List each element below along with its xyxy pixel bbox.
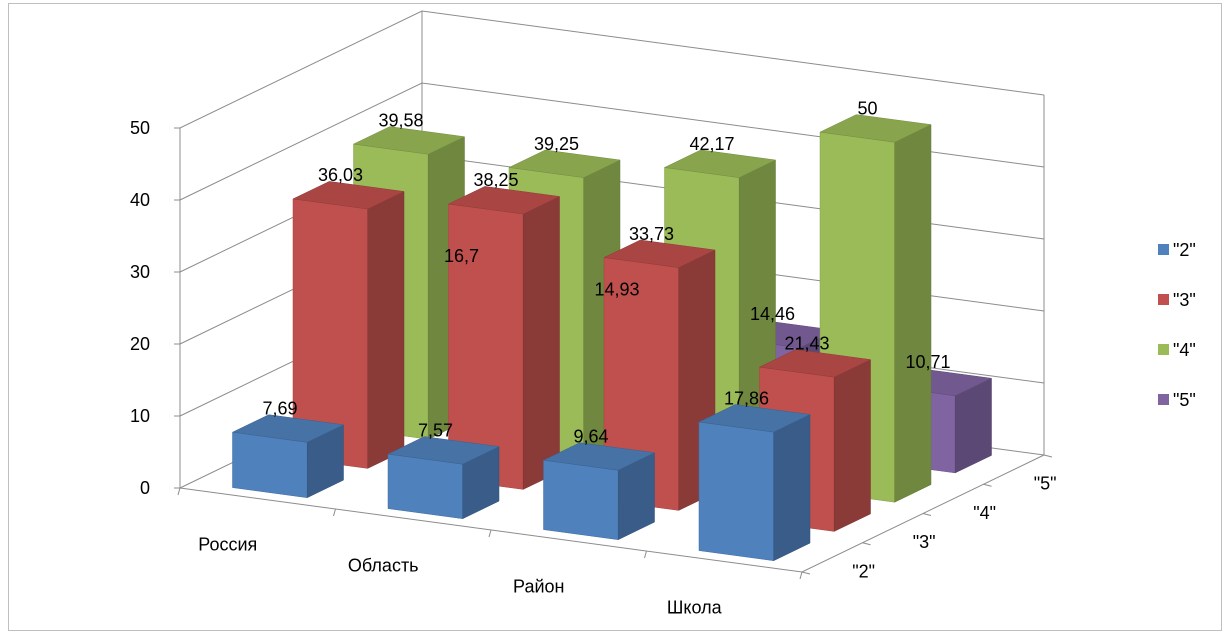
bar-top [758, 349, 872, 378]
chart-axes: 0 10 20 30 40 50 Россия Область Район Школа "2" "3"… [130, 118, 1057, 618]
y-tick-label: 10 [130, 406, 150, 426]
data-label: 7,69 [262, 399, 297, 419]
z-tick-mark [1043, 454, 1053, 458]
data-label: 36,03 [318, 165, 363, 185]
data-label: 16,7 [444, 246, 479, 266]
legend-swatch [1158, 394, 1169, 405]
bar-front [543, 459, 619, 540]
bar-top [387, 436, 500, 465]
y-tick-label: 20 [130, 334, 150, 354]
bar [603, 239, 716, 511]
bar-top [352, 126, 466, 155]
data-label: 42,17 [689, 134, 734, 154]
z-tick-mark [801, 571, 811, 575]
z-tick-mark [922, 513, 932, 516]
data-label: 9,64 [573, 427, 608, 447]
z-tick-label: "2" [852, 561, 875, 581]
z-tick-mark [862, 542, 871, 546]
y-tick-label: 0 [140, 478, 150, 498]
bar-side [367, 191, 405, 469]
bar-side [522, 196, 560, 490]
x-tick-mark [644, 550, 647, 559]
chart-data-labels: 16,7 14,93 14,46 10,71 39,58 39,25 42,17 50 36,0… [262, 98, 950, 446]
z-tick-label: "5" [1034, 474, 1057, 494]
bar-front [387, 453, 463, 519]
legend-swatch [1158, 244, 1169, 255]
legend-label: "5" [1173, 390, 1196, 410]
legend-label: "3" [1173, 290, 1196, 310]
bar-top [819, 114, 932, 143]
bar-side [773, 414, 811, 562]
data-label: 14,93 [594, 280, 639, 300]
x-tick-label: Район [513, 577, 564, 597]
x-tick-mark [177, 487, 181, 496]
x-tick-mark [488, 529, 492, 538]
bar [447, 186, 561, 490]
bar-side [894, 124, 932, 503]
z-tick-mark [983, 483, 992, 487]
chart-legend: "2" "3" "4" "5" [1158, 240, 1196, 410]
data-label: 50 [857, 98, 877, 118]
z-tick-label: "4" [973, 503, 996, 523]
data-label: 14,46 [750, 304, 795, 324]
bar [231, 414, 345, 499]
data-label: 10,71 [905, 352, 950, 372]
legend-swatch [1158, 294, 1169, 305]
data-label: 7,57 [418, 420, 453, 440]
bar-top [698, 404, 811, 433]
z-tick-label: "3" [913, 532, 936, 552]
bar-front [232, 431, 308, 498]
x-tick-label: Область [348, 556, 419, 576]
x-tick-mark [799, 571, 803, 580]
bar-top [508, 149, 621, 178]
legend-label: "4" [1173, 340, 1196, 360]
bar-side [833, 359, 871, 532]
bar [698, 404, 811, 562]
chart-bars [231, 114, 993, 562]
legend-swatch [1158, 344, 1169, 355]
bar-top [663, 149, 777, 178]
bar-top [447, 186, 561, 215]
bar-top [603, 239, 716, 268]
data-label: 21,43 [784, 333, 829, 353]
data-label: 17,86 [724, 388, 769, 408]
data-label: 39,25 [534, 134, 579, 154]
bar [387, 436, 500, 520]
y-tick-label: 30 [130, 262, 150, 282]
bar-top [231, 414, 345, 443]
bar-top [542, 442, 656, 471]
bar-front [698, 421, 774, 561]
x-tick-label: Россия [198, 535, 257, 555]
bar [292, 181, 405, 469]
y-tick-label: 50 [130, 118, 150, 138]
data-label: 39,58 [378, 110, 423, 130]
bar-top [292, 181, 405, 210]
x-tick-mark [333, 508, 336, 517]
y-tick-label: 40 [130, 190, 150, 210]
legend-label: "2" [1173, 240, 1196, 260]
data-label: 38,25 [473, 170, 518, 190]
data-label: 33,73 [629, 224, 674, 244]
bar [542, 442, 656, 541]
x-tick-label: Школа [667, 598, 723, 618]
